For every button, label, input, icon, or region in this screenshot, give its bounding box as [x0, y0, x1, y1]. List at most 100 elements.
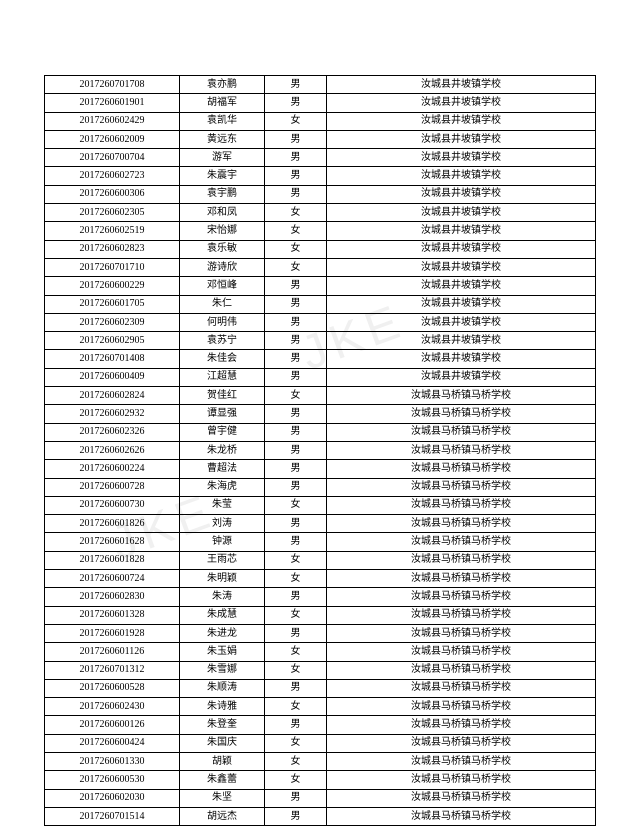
cell-name: 邓恒峰: [180, 277, 265, 295]
cell-id: 2017260601828: [45, 551, 180, 569]
cell-school: 汝城县马桥镇马桥学校: [327, 460, 596, 478]
table-row: 2017260601328朱成慧女汝城县马桥镇马桥学校: [45, 606, 596, 624]
cell-id: 2017260600728: [45, 478, 180, 496]
cell-sex: 女: [265, 387, 327, 405]
cell-sex: 女: [265, 643, 327, 661]
cell-school: 汝城县马桥镇马桥学校: [327, 423, 596, 441]
cell-school: 汝城县井坡镇学校: [327, 149, 596, 167]
table-row: 2017260602905袁苏宁男汝城县井坡镇学校: [45, 332, 596, 350]
table-row: 2017260601826刘涛男汝城县马桥镇马桥学校: [45, 515, 596, 533]
cell-id: 2017260601705: [45, 295, 180, 313]
cell-school: 汝城县马桥镇马桥学校: [327, 570, 596, 588]
cell-sex: 男: [265, 313, 327, 331]
table-row: 2017260600730朱莹女汝城县马桥镇马桥学校: [45, 496, 596, 514]
cell-name: 朱海虎: [180, 478, 265, 496]
cell-school: 汝城县井坡镇学校: [327, 277, 596, 295]
table-row: 2017260602626朱龙桥男汝城县马桥镇马桥学校: [45, 441, 596, 459]
cell-name: 黄远东: [180, 130, 265, 148]
cell-sex: 女: [265, 551, 327, 569]
table-row: 2017260602305邓和凤女汝城县井坡镇学校: [45, 204, 596, 222]
cell-sex: 男: [265, 130, 327, 148]
student-table: 2017260701708袁亦鹏男汝城县井坡镇学校2017260601901胡福…: [44, 75, 596, 826]
cell-id: 2017260602309: [45, 313, 180, 331]
cell-name: 朱顺涛: [180, 679, 265, 697]
cell-name: 朱玉娟: [180, 643, 265, 661]
cell-school: 汝城县马桥镇马桥学校: [327, 441, 596, 459]
cell-sex: 女: [265, 771, 327, 789]
cell-id: 2017260602824: [45, 387, 180, 405]
cell-school: 汝城县井坡镇学校: [327, 112, 596, 130]
table-row: 2017260602830朱涛男汝城县马桥镇马桥学校: [45, 588, 596, 606]
cell-school: 汝城县马桥镇马桥学校: [327, 771, 596, 789]
cell-id: 2017260701408: [45, 350, 180, 368]
cell-school: 汝城县井坡镇学校: [327, 204, 596, 222]
cell-id: 2017260602626: [45, 441, 180, 459]
cell-name: 朱成慧: [180, 606, 265, 624]
cell-school: 汝城县井坡镇学校: [327, 350, 596, 368]
cell-name: 谭显强: [180, 405, 265, 423]
cell-id: 2017260701312: [45, 661, 180, 679]
cell-id: 2017260602030: [45, 789, 180, 807]
table-row: 2017260600724朱明颖女汝城县马桥镇马桥学校: [45, 570, 596, 588]
cell-sex: 男: [265, 405, 327, 423]
cell-sex: 女: [265, 240, 327, 258]
table-row: 2017260600424朱国庆女汝城县马桥镇马桥学校: [45, 734, 596, 752]
table-row: 2017260602429袁凯华女汝城县井坡镇学校: [45, 112, 596, 130]
cell-name: 朱进龙: [180, 624, 265, 642]
cell-id: 2017260602830: [45, 588, 180, 606]
cell-name: 贺佳红: [180, 387, 265, 405]
table-row: 2017260600224曹超法男汝城县马桥镇马桥学校: [45, 460, 596, 478]
cell-id: 2017260701708: [45, 76, 180, 94]
cell-school: 汝城县井坡镇学校: [327, 240, 596, 258]
cell-sex: 男: [265, 149, 327, 167]
cell-id: 2017260602905: [45, 332, 180, 350]
cell-name: 朱仁: [180, 295, 265, 313]
cell-name: 朱佳会: [180, 350, 265, 368]
cell-id: 2017260600730: [45, 496, 180, 514]
cell-id: 2017260602430: [45, 698, 180, 716]
cell-sex: 男: [265, 185, 327, 203]
cell-school: 汝城县马桥镇马桥学校: [327, 551, 596, 569]
cell-name: 朱登奎: [180, 716, 265, 734]
cell-school: 汝城县马桥镇马桥学校: [327, 679, 596, 697]
cell-id: 2017260602723: [45, 167, 180, 185]
cell-school: 汝城县马桥镇马桥学校: [327, 661, 596, 679]
cell-id: 2017260602305: [45, 204, 180, 222]
cell-id: 2017260701514: [45, 807, 180, 825]
table-row: 2017260601126朱玉娟女汝城县马桥镇马桥学校: [45, 643, 596, 661]
cell-name: 刘涛: [180, 515, 265, 533]
cell-name: 曾宇健: [180, 423, 265, 441]
cell-sex: 女: [265, 258, 327, 276]
cell-name: 袁宇鹏: [180, 185, 265, 203]
table-row: 2017260600530朱鑫蕾女汝城县马桥镇马桥学校: [45, 771, 596, 789]
table-row: 2017260602823袁乐敏女汝城县井坡镇学校: [45, 240, 596, 258]
cell-sex: 男: [265, 167, 327, 185]
table-row: 2017260601928朱进龙男汝城县马桥镇马桥学校: [45, 624, 596, 642]
cell-name: 胡福军: [180, 94, 265, 112]
table-row: 2017260600306袁宇鹏男汝城县井坡镇学校: [45, 185, 596, 203]
table-row: 2017260600126朱登奎男汝城县马桥镇马桥学校: [45, 716, 596, 734]
cell-school: 汝城县马桥镇马桥学校: [327, 533, 596, 551]
table-row: 2017260601828王雨芯女汝城县马桥镇马桥学校: [45, 551, 596, 569]
cell-sex: 男: [265, 332, 327, 350]
cell-sex: 男: [265, 624, 327, 642]
cell-name: 胡颖: [180, 752, 265, 770]
cell-sex: 男: [265, 533, 327, 551]
cell-school: 汝城县马桥镇马桥学校: [327, 789, 596, 807]
cell-name: 王雨芯: [180, 551, 265, 569]
cell-name: 何明伟: [180, 313, 265, 331]
cell-id: 2017260600424: [45, 734, 180, 752]
table-row: 2017260602326曾宇健男汝城县马桥镇马桥学校: [45, 423, 596, 441]
cell-sex: 男: [265, 460, 327, 478]
cell-id: 2017260602519: [45, 222, 180, 240]
cell-name: 朱龙桥: [180, 441, 265, 459]
cell-name: 袁凯华: [180, 112, 265, 130]
cell-sex: 女: [265, 661, 327, 679]
cell-sex: 男: [265, 679, 327, 697]
cell-name: 袁苏宁: [180, 332, 265, 350]
cell-name: 曹超法: [180, 460, 265, 478]
cell-id: 2017260600528: [45, 679, 180, 697]
cell-school: 汝城县马桥镇马桥学校: [327, 624, 596, 642]
table-row: 2017260601705朱仁男汝城县井坡镇学校: [45, 295, 596, 313]
cell-school: 汝城县井坡镇学校: [327, 313, 596, 331]
